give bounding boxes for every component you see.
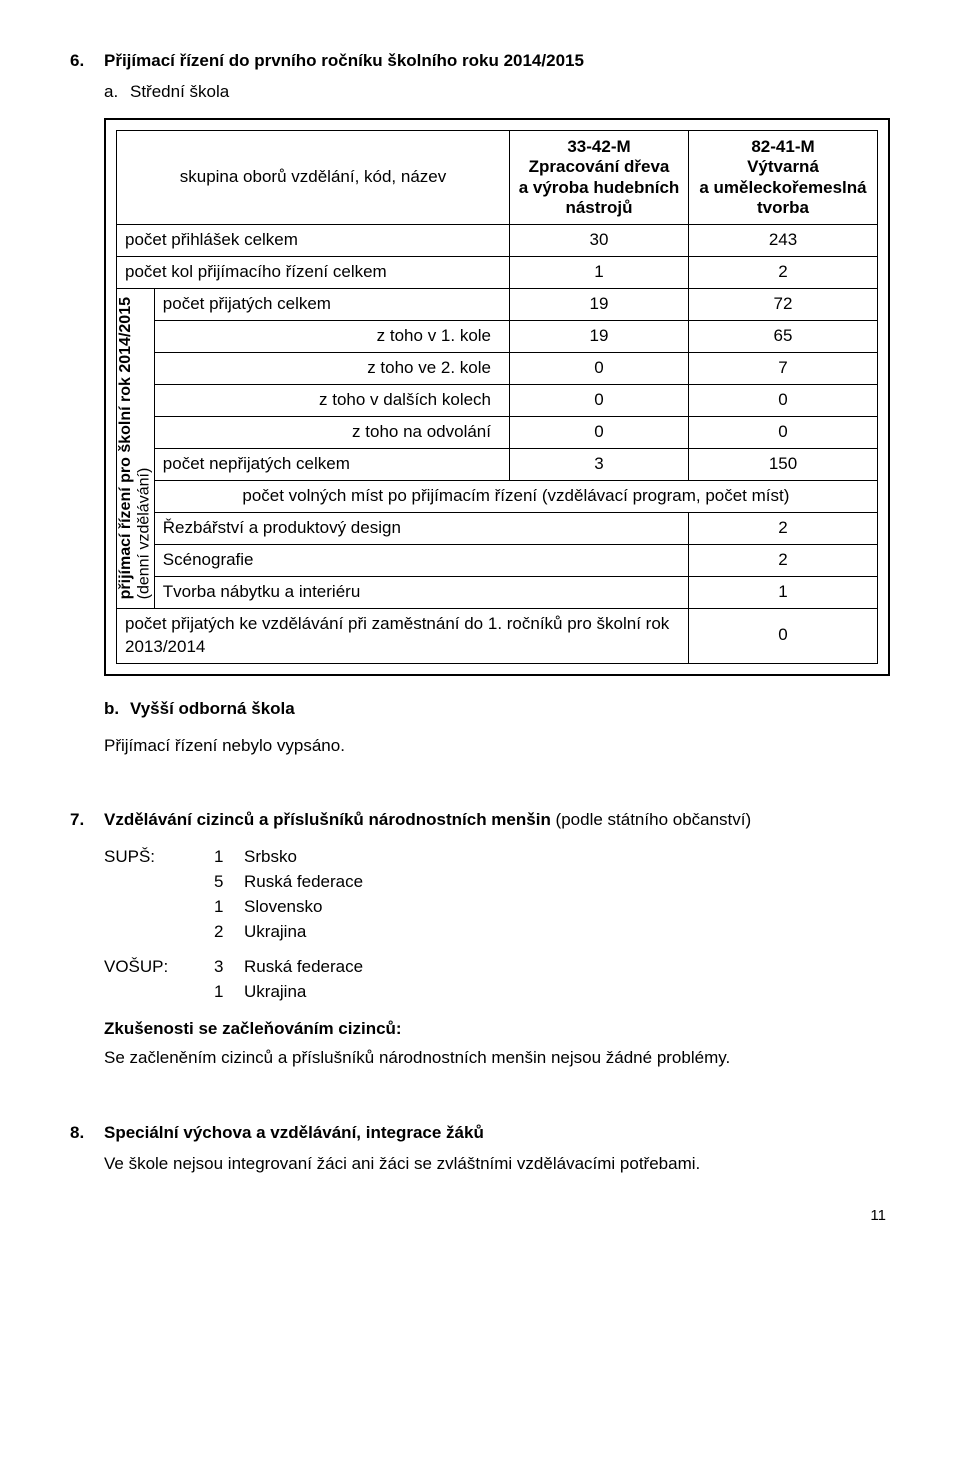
heading-8: 8. Speciální výchova a vzdělávání, integ… (70, 1122, 890, 1145)
table-row: z toho ve 2. kole 0 7 (117, 353, 878, 385)
row-v2: 2 (689, 257, 878, 289)
heading-6b-title: Vyšší odborná škola (130, 698, 295, 721)
row-v2: 7 (689, 353, 878, 385)
heading-7-number: 7. (70, 809, 104, 832)
program-label: Tvorba nábytku a interiéru (154, 576, 688, 608)
vertical-label: přijímací řízení pro školní rok 2014/201… (117, 297, 154, 599)
admissions-table: skupina oborů vzdělání, kód, název 33-42… (116, 130, 878, 664)
heading-6a-title: Střední škola (130, 81, 229, 104)
page-number: 11 (70, 1206, 890, 1226)
table-row: z toho na odvolání 0 0 (117, 417, 878, 449)
row-v2: 0 (689, 385, 878, 417)
heading-6a: a. Střední škola (104, 81, 890, 104)
heading-8-number: 8. (70, 1122, 104, 1145)
row-v2: 150 (689, 449, 878, 481)
heading-7-title: Vzdělávání cizinců a příslušníků národno… (104, 809, 751, 832)
row-v1: 30 (510, 225, 689, 257)
row-label: počet nepřijatých celkem (154, 449, 509, 481)
vertical-label-cell: přijímací řízení pro školní rok 2014/201… (117, 289, 155, 608)
row-v1: 0 (510, 353, 689, 385)
row-v1: 1 (510, 257, 689, 289)
program-label: Scénografie (154, 544, 688, 576)
list-item: VOŠUP: 3 Ruská federace (104, 956, 890, 979)
row-v2: 0 (689, 417, 878, 449)
row-label: z toho na odvolání (154, 417, 509, 449)
subheading-7: Zkušenosti se začleňováním cizinců: (104, 1018, 890, 1041)
heading-6: 6. Přijímací řízení do prvního ročníku š… (70, 50, 890, 73)
foreigners-list: SUPŠ: 1 Srbsko 5 Ruská federace 1 Sloven… (104, 846, 890, 1004)
heading-6b-letter: b. (104, 698, 130, 721)
heading-6a-letter: a. (104, 81, 130, 104)
row-v1: 19 (510, 289, 689, 321)
row-v1: 3 (510, 449, 689, 481)
table-row: přijímací řízení pro školní rok 2014/201… (117, 289, 878, 321)
row-v2: 65 (689, 321, 878, 353)
text-8: Ve škole nejsou integrovaní žáci ani žác… (104, 1153, 890, 1176)
table-row: Scénografie 2 (117, 544, 878, 576)
table-header-label: skupina oborů vzdělání, kód, název (117, 130, 510, 225)
table-section-title-row: počet volných míst po přijímacím řízení … (117, 480, 878, 512)
table-col2-head: 82-41-M Výtvarná a uměleckořemeslná tvor… (689, 130, 878, 225)
row-v1: 19 (510, 321, 689, 353)
row-label: z toho ve 2. kole (154, 353, 509, 385)
list-item: 1 Slovensko (104, 896, 890, 919)
row-label: počet přihlášek celkem (117, 225, 510, 257)
text-6b: Přijímací řízení nebylo vypsáno. (104, 735, 890, 758)
row-label: z toho v 1. kole (154, 321, 509, 353)
table-row: Tvorba nábytku a interiéru 1 (117, 576, 878, 608)
table-row: z toho v dalších kolech 0 0 (117, 385, 878, 417)
list-item: 2 Ukrajina (104, 921, 890, 944)
heading-6-number: 6. (70, 50, 104, 73)
row-label: počet kol přijímacího řízení celkem (117, 257, 510, 289)
row-v1: 0 (510, 385, 689, 417)
table-footer-row: počet přijatých ke vzdělávání při zaměst… (117, 608, 878, 663)
program-value: 2 (689, 512, 878, 544)
table-col1-head: 33-42-M Zpracování dřeva a výroba hudebn… (510, 130, 689, 225)
row-label: z toho v dalších kolech (154, 385, 509, 417)
list-item: SUPŠ: 1 Srbsko (104, 846, 890, 869)
heading-6b: b. Vyšší odborná škola (104, 698, 890, 721)
table-row: počet kol přijímacího řízení celkem 1 2 (117, 257, 878, 289)
row-label: počet přijatých celkem (154, 289, 509, 321)
row-v1: 0 (510, 417, 689, 449)
program-value: 1 (689, 576, 878, 608)
table-section-title: počet volných míst po přijímacím řízení … (154, 480, 877, 512)
heading-6-title: Přijímací řízení do prvního ročníku škol… (104, 50, 584, 73)
text-7: Se začleněním cizinců a příslušníků náro… (104, 1047, 890, 1070)
table-row: z toho v 1. kole 19 65 (117, 321, 878, 353)
program-label: Řezbářství a produktový design (154, 512, 688, 544)
list-item: 1 Ukrajina (104, 981, 890, 1004)
table-row: počet nepřijatých celkem 3 150 (117, 449, 878, 481)
row-v2: 243 (689, 225, 878, 257)
table-row: Řezbářství a produktový design 2 (117, 512, 878, 544)
list-item: 5 Ruská federace (104, 871, 890, 894)
heading-8-title: Speciální výchova a vzdělávání, integrac… (104, 1122, 484, 1145)
footer-value: 0 (689, 608, 878, 663)
admissions-table-box: skupina oborů vzdělání, kód, název 33-42… (104, 118, 890, 676)
row-v2: 72 (689, 289, 878, 321)
footer-label: počet přijatých ke vzdělávání při zaměst… (117, 608, 689, 663)
heading-7: 7. Vzdělávání cizinců a příslušníků náro… (70, 809, 890, 832)
table-row: počet přihlášek celkem 30 243 (117, 225, 878, 257)
program-value: 2 (689, 544, 878, 576)
